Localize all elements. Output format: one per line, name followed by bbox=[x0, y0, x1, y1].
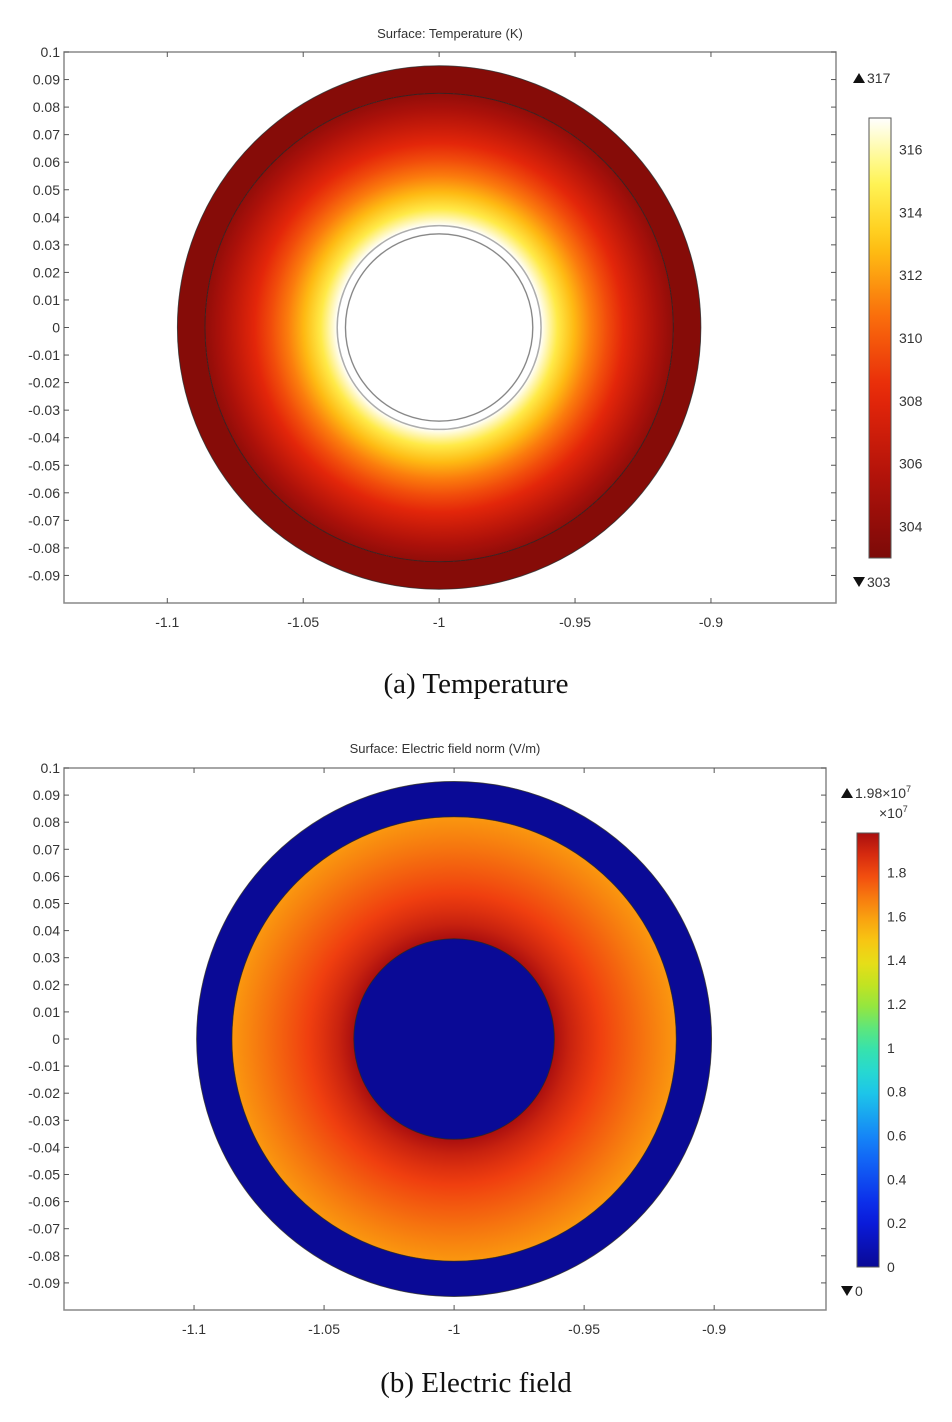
x-tick-label: -1 bbox=[448, 1321, 461, 1337]
colorbar-min-label: 303 bbox=[867, 574, 891, 590]
electric-field-caption: (b) Electric field bbox=[380, 1367, 572, 1399]
y-tick-label: -0.06 bbox=[28, 485, 60, 501]
y-tick-label: -0.05 bbox=[28, 457, 60, 473]
y-tick-label: 0.02 bbox=[33, 977, 60, 993]
colorbar-min-label: 0 bbox=[855, 1283, 863, 1299]
y-tick-label: 0.05 bbox=[33, 182, 60, 198]
colorbar-multiplier-exponent: 7 bbox=[903, 804, 908, 814]
colorbar-max-label: 317 bbox=[867, 70, 891, 86]
y-tick-label: 0.02 bbox=[33, 264, 60, 280]
x-tick-label: -0.95 bbox=[568, 1321, 600, 1337]
colorbar-max-exponent: 7 bbox=[906, 784, 911, 794]
y-tick-label: -0.01 bbox=[28, 1058, 60, 1074]
colorbar-tick-label: 1.2 bbox=[887, 996, 907, 1012]
y-tick-label: 0.1 bbox=[41, 760, 61, 776]
boundary-edge bbox=[177, 65, 702, 590]
boundary-edge bbox=[231, 816, 677, 1262]
x-tick-label: -0.9 bbox=[702, 1321, 726, 1337]
colorbar-tick-label: 0 bbox=[887, 1259, 895, 1275]
y-tick-label: 0.03 bbox=[33, 237, 60, 253]
y-tick-label: -0.08 bbox=[28, 1248, 60, 1264]
colorbar-tick-label: 0.8 bbox=[887, 1084, 907, 1100]
y-tick-label: 0 bbox=[52, 320, 60, 336]
y-tick-label: -0.09 bbox=[28, 1275, 60, 1291]
y-tick-label: 0.08 bbox=[33, 814, 60, 830]
y-tick-label: 0.01 bbox=[33, 292, 60, 308]
colorbar-tick-label: 304 bbox=[899, 519, 923, 535]
min-triangle-icon bbox=[853, 577, 865, 587]
colorbar-max-label: 1.98×107 bbox=[855, 784, 911, 801]
y-tick-label: 0.04 bbox=[33, 923, 60, 939]
colorbar-tick-label: 0.4 bbox=[887, 1171, 907, 1187]
y-tick-label: 0.05 bbox=[33, 896, 60, 912]
y-tick-label: 0.07 bbox=[33, 841, 60, 857]
x-tick-label: -1.1 bbox=[182, 1321, 206, 1337]
max-triangle-icon bbox=[853, 73, 865, 83]
colorbar-tick-label: 316 bbox=[899, 141, 923, 157]
temperature-panel: Surface: Temperature (K) 0.1 0.09 0.08 0.07 0… bbox=[0, 0, 952, 710]
chart-title: Surface: Electric field norm (V/m) bbox=[350, 741, 541, 756]
colorbar bbox=[868, 117, 892, 559]
temperature-caption: (a) Temperature bbox=[383, 668, 569, 700]
boundary-edge bbox=[353, 938, 555, 1140]
y-tick-label: -0.03 bbox=[28, 1112, 60, 1128]
y-tick-label: -0.02 bbox=[28, 1085, 60, 1101]
y-tick-label: 0 bbox=[52, 1031, 60, 1047]
colorbar-tick-label: 306 bbox=[899, 456, 923, 472]
y-tick-label: -0.06 bbox=[28, 1194, 60, 1210]
y-tick-label: 0.07 bbox=[33, 127, 60, 143]
y-tick-label: -0.09 bbox=[28, 567, 60, 583]
colorbar-tick-label: 0.6 bbox=[887, 1127, 907, 1143]
boundary-edge bbox=[336, 224, 542, 431]
y-tick-label: -0.07 bbox=[28, 1221, 60, 1237]
y-tick-label: 0.06 bbox=[33, 154, 60, 170]
y-tick-label: 0.09 bbox=[33, 787, 60, 803]
x-tick-label: -0.95 bbox=[559, 614, 591, 630]
boundary-edge bbox=[204, 92, 674, 563]
colorbar-multiplier: ×107 bbox=[879, 804, 908, 821]
y-tick-label: 0.09 bbox=[33, 72, 60, 88]
y-tick-label: 0.04 bbox=[33, 209, 60, 225]
ring-conductor bbox=[344, 233, 534, 422]
colorbar-tick-label: 314 bbox=[899, 204, 923, 220]
y-tick-label: -0.02 bbox=[28, 375, 60, 391]
y-tick-label: 0.06 bbox=[33, 868, 60, 884]
y-tick-label: 0.03 bbox=[33, 950, 60, 966]
y-tick-label: -0.08 bbox=[28, 540, 60, 556]
colorbar-tick-label: 0.2 bbox=[887, 1215, 907, 1231]
colorbar-tick-label: 1.8 bbox=[887, 864, 907, 880]
ring-conductor bbox=[353, 938, 555, 1140]
y-tick-label: -0.03 bbox=[28, 402, 60, 418]
x-tick-label: -1 bbox=[433, 614, 446, 630]
colorbar-tick-label: 1 bbox=[887, 1040, 895, 1056]
electric-field-panel: Surface: Electric field norm (V/m) 0.1 0.0… bbox=[0, 715, 952, 1422]
y-tick-label: -0.05 bbox=[28, 1167, 60, 1183]
x-tick-label: -1.05 bbox=[287, 614, 319, 630]
x-tick-label: -0.9 bbox=[699, 614, 723, 630]
max-triangle-icon bbox=[841, 788, 853, 798]
min-triangle-icon bbox=[841, 1286, 853, 1296]
chart-title: Surface: Temperature (K) bbox=[377, 26, 523, 41]
electric-field-chart: Surface: Electric field norm (V/m) 0.1 0.0… bbox=[28, 741, 911, 1337]
colorbar-tick-label: 308 bbox=[899, 393, 923, 409]
boundary-edge bbox=[344, 233, 534, 422]
y-tick-label: 0.08 bbox=[33, 99, 60, 115]
y-tick-label: -0.04 bbox=[28, 430, 60, 446]
colorbar bbox=[856, 832, 880, 1268]
temperature-chart: Surface: Temperature (K) 0.1 0.09 0.08 0.07 0… bbox=[28, 26, 923, 630]
y-tick-label: -0.07 bbox=[28, 512, 60, 528]
colorbar-tick-label: 1.4 bbox=[887, 952, 907, 968]
x-tick-label: -1.1 bbox=[155, 614, 179, 630]
boundary-edge bbox=[196, 781, 712, 1297]
y-tick-label: 0.1 bbox=[41, 44, 61, 60]
y-tick-label: -0.01 bbox=[28, 347, 60, 363]
x-tick-label: -1.05 bbox=[308, 1321, 340, 1337]
colorbar-tick-label: 1.6 bbox=[887, 908, 907, 924]
y-tick-label: -0.04 bbox=[28, 1139, 60, 1155]
y-tick-label: 0.01 bbox=[33, 1004, 60, 1020]
colorbar-tick-label: 310 bbox=[899, 330, 923, 346]
colorbar-tick-label: 312 bbox=[899, 267, 923, 283]
